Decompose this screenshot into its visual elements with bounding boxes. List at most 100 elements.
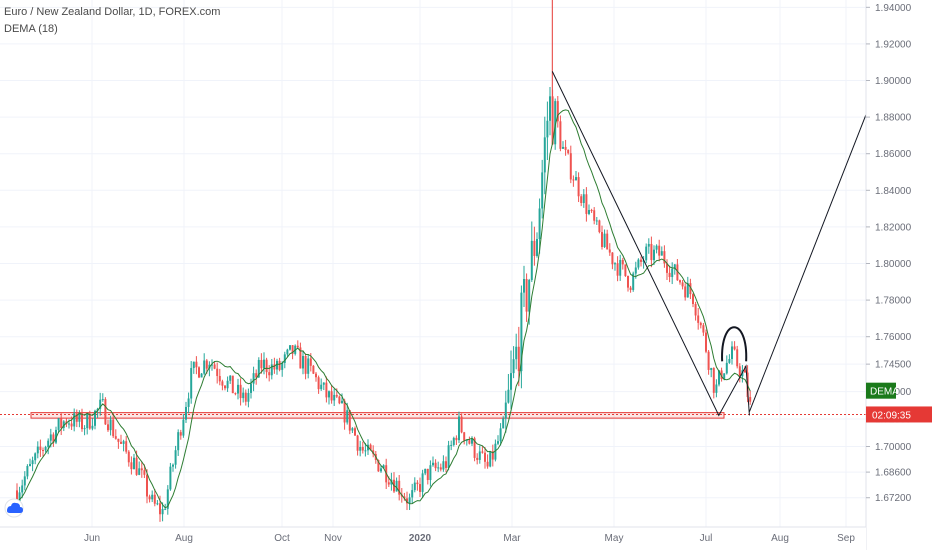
candle-body bbox=[564, 146, 567, 150]
candle-body bbox=[671, 268, 674, 278]
trend-drawing-line[interactable] bbox=[551, 71, 750, 417]
indicator-label[interactable]: DEMA (18) bbox=[4, 23, 58, 35]
candle-body bbox=[322, 382, 325, 385]
y-tick-label: 1.94000 bbox=[875, 3, 912, 14]
support-zone-rectangle[interactable] bbox=[30, 412, 725, 419]
candle-body bbox=[580, 196, 583, 204]
candle-body bbox=[665, 263, 668, 273]
candle-body bbox=[244, 392, 247, 402]
candle-body bbox=[179, 432, 182, 436]
candle-body bbox=[379, 468, 382, 472]
candle-body bbox=[494, 443, 497, 460]
candle-body bbox=[132, 457, 135, 470]
candle-body bbox=[143, 470, 146, 475]
candle-body bbox=[70, 423, 73, 427]
candle-body bbox=[49, 434, 52, 441]
y-tick-label: 1.80000 bbox=[875, 259, 912, 270]
candle-body bbox=[424, 468, 427, 474]
candle-body bbox=[689, 283, 692, 295]
candle-body bbox=[197, 367, 200, 378]
price-axis[interactable]: 1.94000 1.92000 1.90000 1.88000 1.86000 1.840… bbox=[865, 0, 932, 550]
candle-body bbox=[213, 364, 216, 369]
candle-body bbox=[135, 457, 138, 475]
candle-body bbox=[522, 279, 525, 293]
candle-body bbox=[585, 194, 588, 214]
candle-body bbox=[242, 392, 245, 399]
candle-body bbox=[156, 503, 159, 505]
candle-body bbox=[574, 177, 577, 181]
y-tick-label: 1.82000 bbox=[875, 222, 912, 233]
candle-body bbox=[127, 451, 130, 463]
projection-arrow-line[interactable] bbox=[748, 69, 885, 412]
candle-body bbox=[47, 440, 50, 447]
candle-body bbox=[489, 451, 492, 467]
candle-body bbox=[44, 446, 47, 451]
candle-body bbox=[57, 418, 60, 430]
candle-body bbox=[320, 384, 323, 390]
candle-body bbox=[353, 428, 356, 436]
y-tick-label: 1.88000 bbox=[875, 113, 912, 124]
candle-body bbox=[743, 370, 746, 373]
price-countdown-label: 02:09:35 bbox=[872, 410, 911, 421]
dema-badge-label: DEMA bbox=[870, 387, 899, 398]
candle-body bbox=[187, 398, 190, 407]
candle-body bbox=[278, 360, 281, 370]
candle-body bbox=[307, 358, 310, 374]
candle-body bbox=[296, 345, 299, 348]
candle-body bbox=[291, 345, 294, 354]
candle-body bbox=[67, 423, 70, 425]
candle-body bbox=[359, 447, 362, 451]
candle-body bbox=[184, 406, 187, 420]
candle-body bbox=[587, 210, 590, 214]
candle-body bbox=[138, 468, 141, 475]
candle-body bbox=[538, 208, 541, 240]
candle-body bbox=[91, 425, 94, 429]
candle-body bbox=[637, 259, 640, 268]
arc-drawing[interactable] bbox=[721, 326, 748, 362]
dema-badge bbox=[866, 382, 896, 399]
candle-body bbox=[275, 360, 278, 370]
candle-body bbox=[606, 233, 609, 250]
candle-body bbox=[34, 453, 37, 461]
candle-body bbox=[530, 240, 533, 280]
candle-body bbox=[78, 413, 81, 422]
candlestick-series bbox=[15, 87, 752, 522]
candle-body bbox=[655, 245, 658, 250]
price-axis-background bbox=[866, 0, 932, 550]
candle-body bbox=[712, 368, 715, 393]
candle-body bbox=[130, 462, 133, 470]
candle-body bbox=[447, 445, 450, 468]
candle-body bbox=[720, 370, 723, 380]
candle-body bbox=[723, 373, 726, 380]
candle-body bbox=[556, 101, 559, 122]
drawing-objects[interactable] bbox=[551, 68, 885, 417]
candle-body bbox=[405, 498, 408, 504]
candle-body bbox=[62, 421, 65, 428]
candle-body bbox=[174, 450, 177, 465]
time-axis[interactable]: Jun Aug Oct Nov 2020 Mar May Jul Aug Sep bbox=[0, 526, 866, 550]
dema-line bbox=[16, 109, 751, 509]
candle-body bbox=[535, 239, 538, 256]
candle-body bbox=[23, 476, 26, 486]
tradingview-cloud-icon[interactable] bbox=[4, 498, 24, 518]
x-tick-label: Jul bbox=[700, 533, 713, 544]
candle-body bbox=[369, 444, 372, 451]
x-tick-label: Jun bbox=[84, 533, 100, 544]
y-tick-label: 1.92000 bbox=[875, 39, 912, 50]
candle-body bbox=[21, 485, 24, 493]
candle-body bbox=[395, 480, 398, 492]
candle-body bbox=[377, 459, 380, 472]
candle-body bbox=[325, 382, 328, 398]
candle-body bbox=[257, 359, 260, 378]
candle-body bbox=[239, 384, 242, 399]
candle-body bbox=[343, 400, 346, 423]
candle-body bbox=[660, 251, 663, 256]
candle-body bbox=[104, 399, 107, 425]
candle-body bbox=[470, 438, 473, 444]
candle-body bbox=[676, 264, 679, 281]
candle-body bbox=[268, 372, 271, 376]
candle-body bbox=[153, 494, 156, 504]
candle-body bbox=[476, 457, 479, 460]
candle-body bbox=[364, 450, 367, 452]
